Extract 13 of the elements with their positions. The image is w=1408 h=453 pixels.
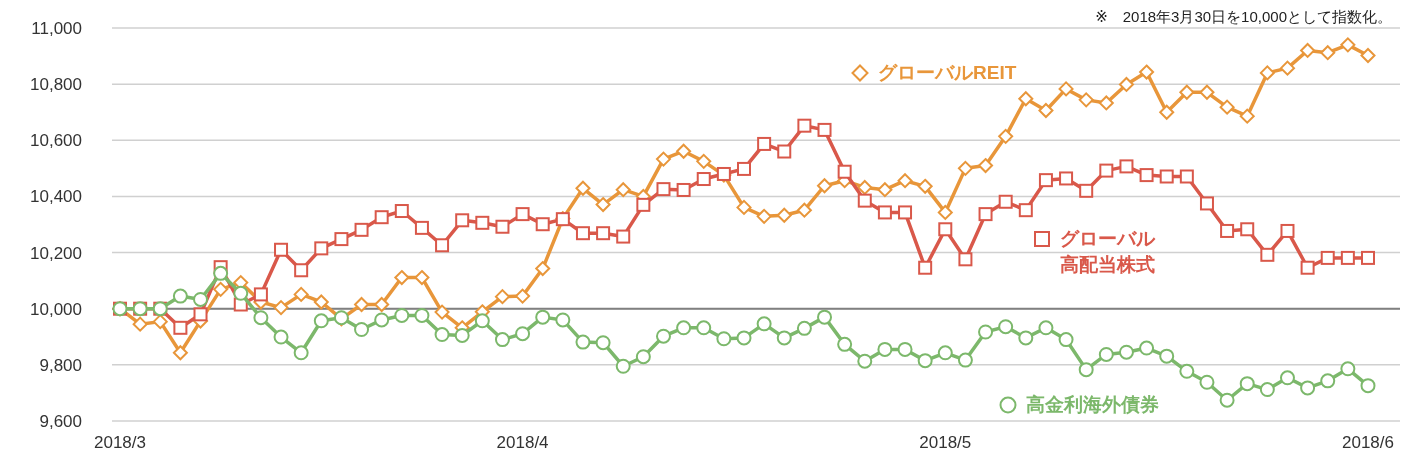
y-tick-label: 10,000 <box>30 299 82 319</box>
y-tick-label: 10,400 <box>30 187 82 207</box>
y-tick-label: 10,600 <box>30 131 82 151</box>
y-tick-label: 11,000 <box>31 19 82 38</box>
text: ※ 2018年3月30日を10,000として指数化。 <box>1095 8 1392 25</box>
x-tick-label: 2018/5 <box>919 433 972 452</box>
x-tick-label: 2018/6 <box>1342 433 1394 452</box>
x-tick-label: 2018/3 <box>94 433 146 452</box>
y-tick-label: 10,800 <box>30 75 82 95</box>
y-tick-label: 9,800 <box>39 355 82 375</box>
y-tick-label: 10,200 <box>30 243 82 263</box>
x-tick-label: 2018/4 <box>496 433 549 452</box>
y-tick-label: 9,600 <box>39 412 82 431</box>
